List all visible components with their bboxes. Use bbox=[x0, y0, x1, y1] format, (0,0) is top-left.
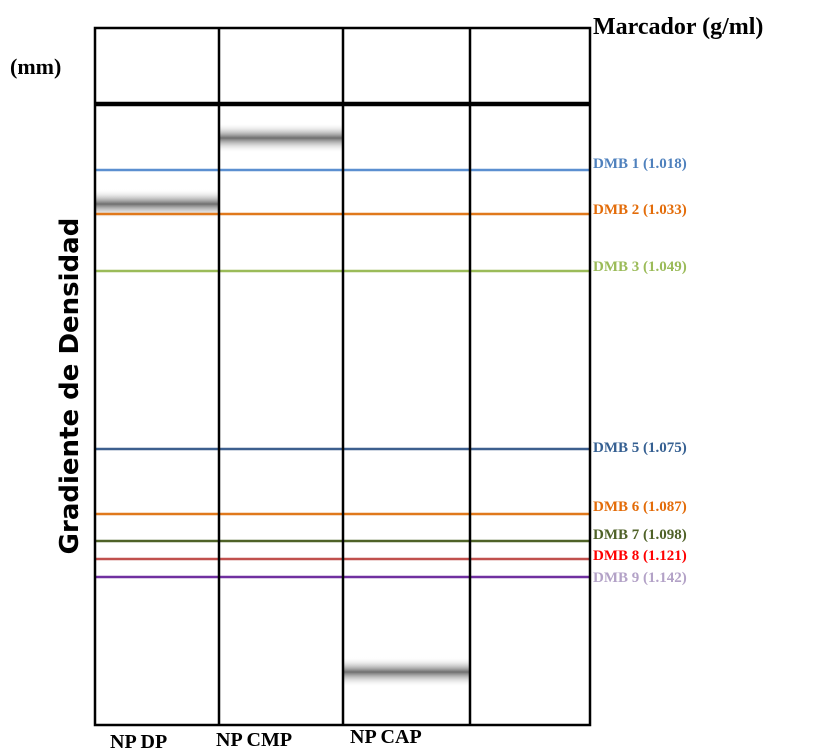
bands bbox=[95, 123, 470, 687]
sample-band bbox=[219, 123, 343, 153]
marker-label: DMB 2 (1.033) bbox=[593, 202, 687, 218]
marker-label: DMB 6 (1.087) bbox=[593, 499, 687, 515]
marker-label: DMB 5 (1.075) bbox=[593, 440, 687, 456]
lane-label: NP DP bbox=[110, 731, 167, 753]
axis-label: Gradiente de Densidad bbox=[55, 218, 85, 555]
marker-label: DMB 8 (1.121) bbox=[593, 548, 687, 564]
marker-label: DMB 7 (1.098) bbox=[593, 527, 687, 543]
lane-label: NP CAP bbox=[350, 726, 422, 748]
lane-label: NP CMP bbox=[216, 729, 292, 751]
unit-label: (mm) bbox=[10, 54, 61, 79]
diagram: Marcador (g/ml) (mm) Gradiente de Densid… bbox=[0, 0, 818, 755]
frame bbox=[95, 28, 590, 725]
sample-band bbox=[343, 657, 470, 687]
marker-label: DMB 1 (1.018) bbox=[593, 156, 687, 172]
marker-label: DMB 3 (1.049) bbox=[593, 259, 687, 275]
header-title: Marcador (g/ml) bbox=[593, 14, 763, 40]
marker-label: DMB 9 (1.142) bbox=[593, 570, 687, 586]
